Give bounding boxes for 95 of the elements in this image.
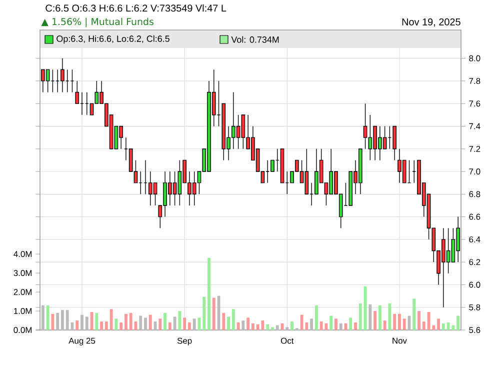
y2-tick-label: 2.0M (14, 289, 32, 296)
bar (227, 316, 230, 330)
bar (95, 312, 98, 330)
bar (114, 318, 118, 330)
bar (202, 296, 206, 330)
bar (330, 316, 333, 330)
bar (368, 304, 372, 330)
bar (188, 322, 191, 330)
x-tick-label: Nov (392, 338, 407, 344)
y-tick-label: 7.2 (469, 146, 480, 152)
bar (358, 303, 362, 330)
y-tick-label: 6.4 (469, 236, 480, 242)
bar (46, 305, 50, 330)
bar (80, 314, 84, 330)
bar (349, 318, 352, 330)
bar (374, 311, 377, 330)
legend-label: Op:6.3, Hi:6.6, Lo:6.2, Cl:6.5 (56, 35, 170, 44)
bar (422, 321, 426, 330)
text: Nov 19, 2025 (402, 18, 460, 27)
candlestick (75, 80, 80, 104)
bar (256, 324, 260, 330)
bar (222, 312, 226, 330)
bar (398, 314, 401, 330)
y-tick-label: 6.8 (469, 191, 480, 198)
legend-label: Vol: 0.734M (231, 36, 279, 43)
bar (100, 321, 104, 330)
y-tick-label: 5.8 (469, 304, 480, 310)
bar (314, 305, 318, 330)
bar (310, 318, 314, 330)
x-tick-label: Aug 25 (68, 338, 96, 346)
bar (290, 321, 294, 330)
bar (66, 310, 69, 330)
bar (271, 327, 274, 330)
bar (76, 320, 79, 330)
bar (183, 318, 186, 330)
chart-title: C:6.5 O:6.3 H:6.6 L:6.2 V:733549 Vl:47 L (46, 4, 226, 12)
y2-tick-label: 0.0M (14, 327, 32, 333)
y-tick-label: 6.6 (469, 214, 480, 220)
bar (286, 327, 289, 330)
x-tick-label: Oct (280, 338, 294, 344)
bar (334, 318, 338, 330)
bar (442, 323, 445, 330)
bar (388, 303, 392, 330)
bar (354, 322, 357, 330)
bar (178, 311, 182, 330)
bar (418, 311, 420, 330)
y-tick-label: 7.8 (469, 78, 480, 84)
bar (378, 305, 382, 330)
bar (192, 318, 196, 330)
bar (251, 323, 254, 330)
bar (276, 325, 279, 330)
bar (236, 322, 240, 330)
bar (56, 312, 60, 330)
y-tick-label: 7.4 (469, 123, 480, 130)
bar (41, 305, 44, 330)
bar (124, 314, 128, 330)
bar (232, 309, 235, 330)
bar (212, 298, 216, 330)
bar (242, 320, 245, 330)
y2-tick-label: 4.0M (14, 251, 32, 258)
bar (393, 314, 396, 330)
bar (208, 258, 210, 330)
bar (168, 322, 172, 330)
bar (85, 316, 88, 330)
y-tick-label: 6.0 (469, 282, 480, 288)
chart-subtitle: ▲ 1.56% | Mutual Funds (41, 18, 154, 28)
bar (129, 312, 132, 330)
bar (402, 318, 406, 330)
bar (339, 323, 342, 330)
bar (432, 325, 436, 330)
y-tick-label: 7.0 (469, 168, 480, 174)
bar (51, 314, 54, 330)
y-tick-label: 5.6 (469, 327, 480, 333)
bar (61, 310, 64, 330)
bar (158, 318, 162, 330)
y-tick-label: 6.2 (469, 259, 480, 266)
bar (383, 320, 386, 330)
bar (110, 309, 113, 330)
bar (246, 318, 250, 330)
bar (164, 312, 166, 330)
bar (104, 321, 108, 330)
bar (139, 316, 142, 330)
y2-tick-label: 3.0M (14, 270, 32, 276)
bar (120, 322, 123, 330)
y-tick-label: 8.0 (469, 55, 480, 62)
bar (437, 318, 440, 330)
y2-tick-label: 1.0M (14, 308, 32, 314)
bar (456, 316, 460, 330)
bar (144, 318, 147, 330)
bar (412, 298, 416, 330)
x-tick-label: Sep (177, 338, 192, 346)
bar (148, 314, 152, 330)
bar (173, 316, 176, 330)
bar (266, 324, 270, 330)
y-tick-label: 7.6 (469, 100, 480, 107)
